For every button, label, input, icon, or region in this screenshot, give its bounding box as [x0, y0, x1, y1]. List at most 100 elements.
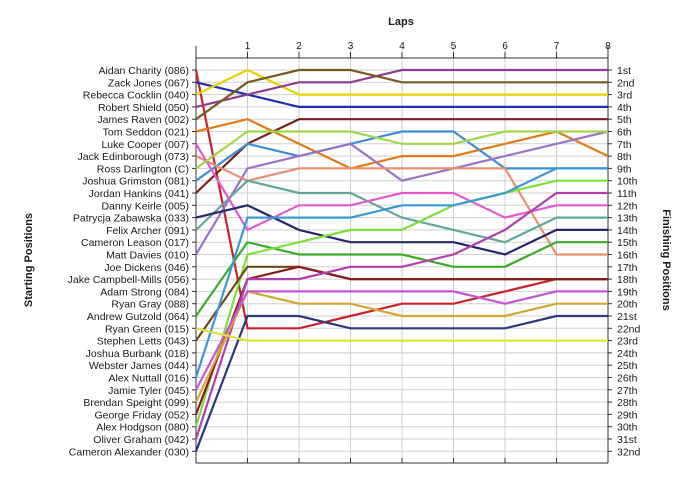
finishing-position-label: 4th: [617, 102, 632, 114]
series-layer: [194, 68, 609, 452]
finishing-position-label: 11th: [617, 188, 637, 200]
driver-position-line: [195, 130, 609, 256]
starting-position-label: Webster James (044): [89, 360, 189, 372]
starting-position-label: Joe Dickens (046): [104, 262, 189, 274]
axis-layer: 1 2 3 4 5 6 7 8: [192, 41, 612, 464]
lap-tick-label: 2: [296, 41, 302, 52]
finishing-position-label: 12th: [617, 200, 638, 212]
driver-position-line: [195, 290, 608, 391]
starting-position-label: Oliver Graham (042): [93, 434, 189, 446]
starting-position-label: Patrycja Zabawska (033): [73, 213, 189, 225]
lap-tick-label: 6: [502, 41, 508, 52]
driver-position-line: [195, 204, 608, 256]
top-axis-title: Laps: [388, 16, 414, 28]
driver-position-line: [194, 314, 608, 452]
finishing-position-label: 23rd: [617, 336, 638, 348]
lap-tick-label: 4: [399, 41, 405, 52]
starting-position-label: Alex Hodgson (080): [96, 422, 189, 434]
finishing-position-label: 31st: [617, 434, 637, 446]
starting-position-label: Rebecca Cocklin (040): [83, 90, 189, 102]
driver-position-line: [195, 118, 608, 194]
starting-position-label: Ross Darlington (C): [97, 163, 189, 175]
finishing-position-label: 1st: [617, 65, 631, 77]
finishing-position-label: 32nd: [617, 446, 641, 458]
finishing-position-label: 2nd: [617, 77, 635, 89]
driver-position-line: [195, 240, 608, 317]
finishing-position-label: 17th: [617, 262, 638, 274]
finishing-position-label: 20th: [617, 299, 638, 311]
starting-position-label: Zack Jones (067): [108, 77, 189, 89]
starting-position-label: Brendan Speight (099): [83, 397, 189, 409]
starting-position-label: Luke Cooper (007): [101, 139, 189, 151]
finishing-position-label: 3rd: [617, 90, 632, 102]
starting-position-label: Cameron Alexander (030): [69, 446, 189, 458]
driver-position-line: [195, 179, 608, 244]
finishing-position-label: 14th: [617, 225, 638, 237]
driver-position-line: [195, 68, 608, 108]
finishing-position-label: 7th: [617, 139, 632, 151]
finishing-position-label: 6th: [617, 127, 632, 139]
lap-tick-label: 1: [245, 41, 251, 52]
starting-position-label: Danny Keirle (005): [101, 200, 189, 212]
driver-position-line: [195, 130, 608, 182]
starting-position-label: Jake Campbell-Mills (056): [68, 274, 189, 286]
starting-position-label: George Friday (052): [94, 409, 189, 421]
driver-position-line: [194, 167, 608, 378]
lap-tick-label: 7: [554, 41, 560, 52]
finishing-position-label: 16th: [617, 250, 638, 262]
starting-position-label: Tom Seddon (021): [103, 127, 189, 139]
finishing-position-label: 22nd: [617, 323, 641, 335]
starting-position-label: Adam Strong (084): [100, 286, 189, 298]
starting-position-label: Felix Archer (091): [106, 225, 189, 237]
finishing-position-label: 10th: [617, 176, 638, 188]
starting-position-label: Stephen Letts (043): [97, 336, 189, 348]
driver-position-line: [195, 81, 608, 109]
finishing-position-label: 21st: [617, 311, 637, 323]
label-layer: Aidan Charity (086)Zack Jones (067)Rebec…: [68, 65, 641, 458]
finishing-position-label: 13th: [617, 213, 638, 225]
finishing-position-label: 25th: [617, 360, 638, 372]
lap-tick-label: 8: [605, 41, 611, 52]
finishing-position-label: 19th: [617, 286, 638, 298]
starting-position-label: James Raven (002): [97, 114, 189, 126]
driver-position-line: [194, 191, 608, 440]
starting-position-label: Joshua Burbank (018): [86, 348, 189, 360]
starting-position-label: Jordan Hankins (041): [89, 188, 189, 200]
finishing-position-label: 27th: [617, 385, 638, 397]
lap-tick-label: 5: [451, 41, 457, 52]
left-axis-title: Starting Positions: [23, 213, 35, 307]
finishing-position-label: 15th: [617, 237, 638, 249]
starting-position-label: Jamie Tyler (045): [108, 385, 189, 397]
starting-position-label: Cameron Leason (017): [81, 237, 189, 249]
starting-position-label: Jack Edinborough (073): [78, 151, 190, 163]
starting-position-label: Ryan Gray (088): [111, 299, 189, 311]
finishing-position-label: 26th: [617, 373, 638, 385]
lap-tick-label: 3: [348, 41, 354, 52]
driver-position-line: [194, 265, 608, 415]
finishing-position-label: 28th: [617, 397, 638, 409]
driver-position-line: [195, 130, 608, 170]
driver-position-line: [195, 327, 608, 342]
starting-position-label: Ryan Green (015): [105, 323, 189, 335]
finishing-position-label: 18th: [617, 274, 638, 286]
finishing-position-label: 24th: [617, 348, 638, 360]
driver-position-line: [195, 68, 608, 121]
finishing-position-label: 30th: [617, 422, 638, 434]
finishing-position-label: 9th: [617, 163, 632, 175]
starting-position-label: Andrew Gutzold (064): [87, 311, 189, 323]
right-axis-title: Finishing Positions: [660, 209, 672, 310]
starting-position-label: Alex Nuttall (016): [108, 373, 189, 385]
starting-position-label: Robert Shield (050): [98, 102, 189, 114]
starting-position-label: Aidan Charity (086): [99, 65, 189, 77]
finishing-position-label: 29th: [617, 409, 638, 421]
finishing-position-label: 8th: [617, 151, 632, 163]
driver-position-line: [194, 69, 608, 330]
driver-position-line: [194, 179, 608, 428]
finishing-position-label: 5th: [617, 114, 632, 126]
driver-position-line: [195, 290, 608, 403]
driver-position-line: [195, 143, 608, 232]
starting-position-label: Matt Davies (010): [106, 250, 189, 262]
driver-position-line: [195, 118, 609, 170]
